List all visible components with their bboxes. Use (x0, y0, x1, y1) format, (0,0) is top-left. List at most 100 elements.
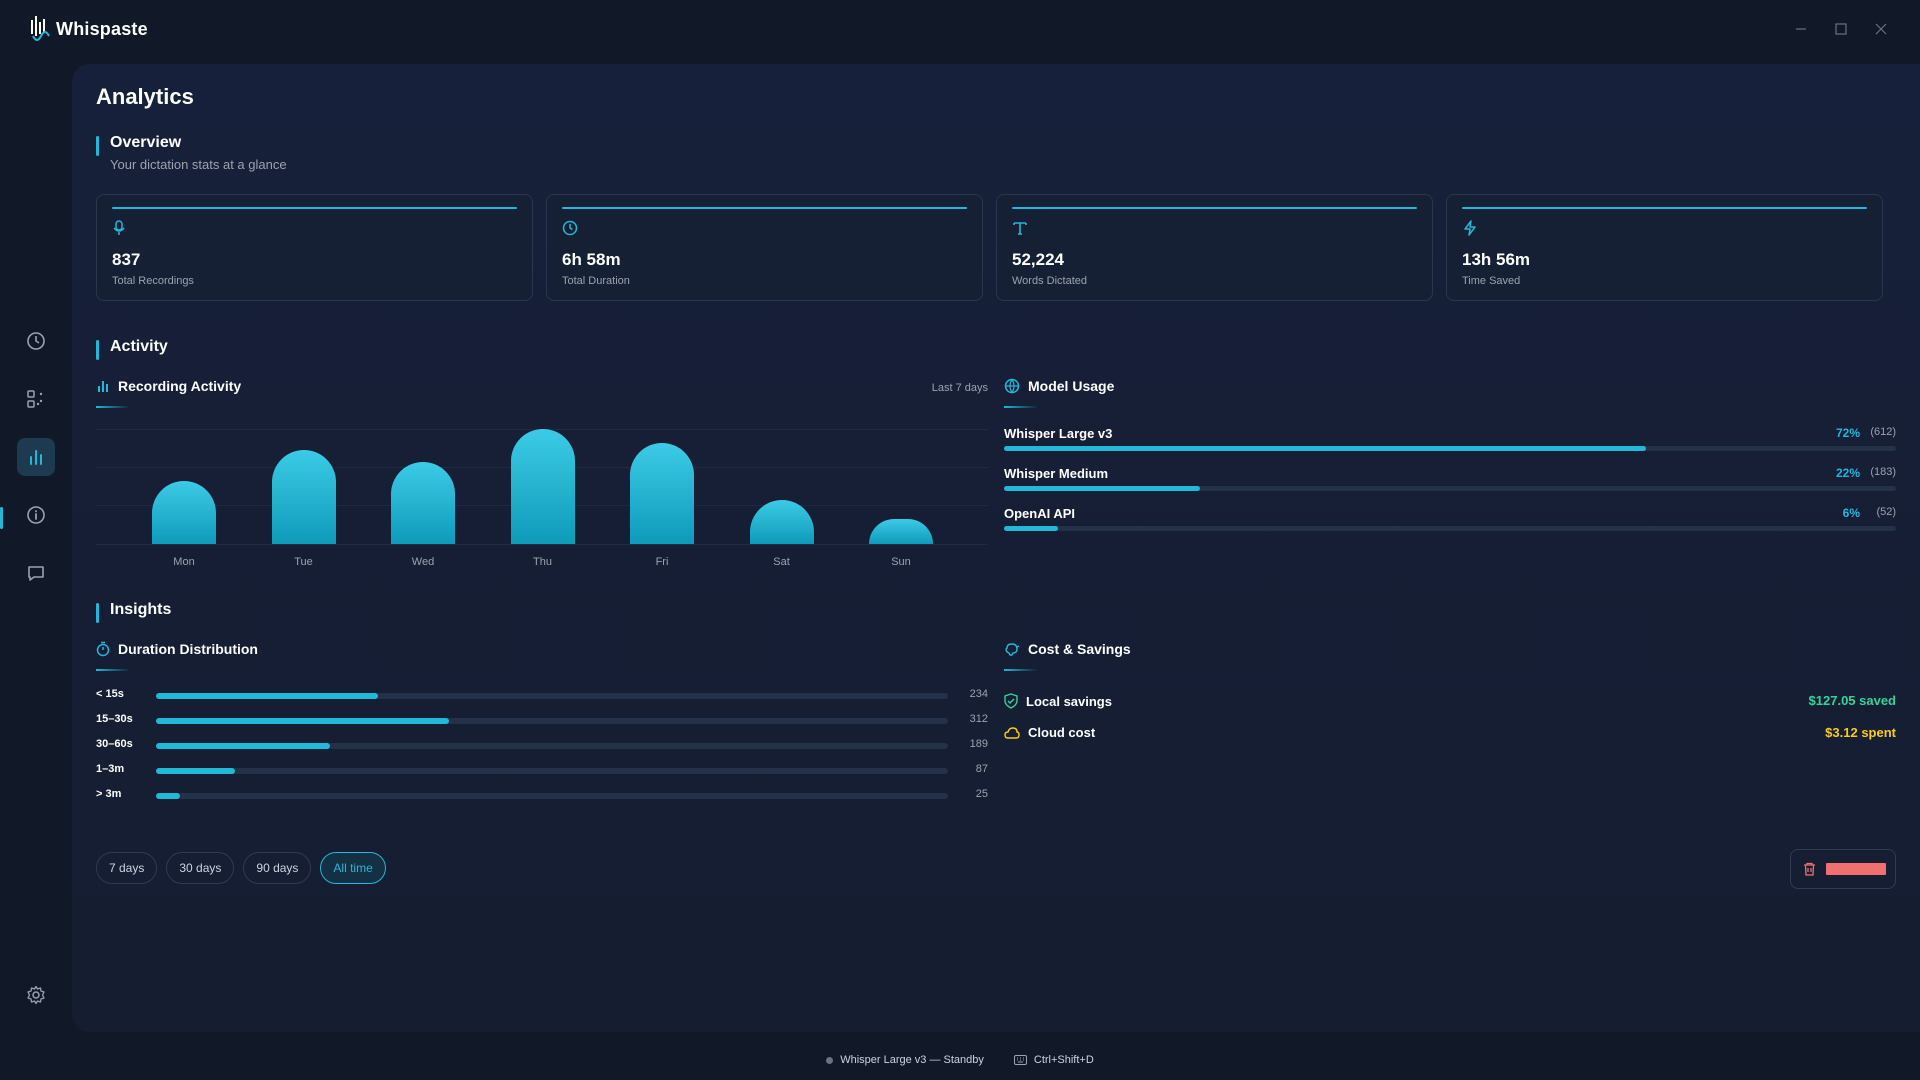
stat-label: Total Recordings (112, 275, 194, 287)
app-name: Whispaste (56, 18, 148, 39)
app-logo: Whispaste (30, 14, 148, 44)
close-button[interactable] (1872, 20, 1890, 38)
clock-icon (562, 220, 578, 236)
stat-value: 837 (112, 250, 141, 269)
stat-card-time-saved: 13h 56m Time Saved (1446, 194, 1883, 301)
range-selector: 7 days 30 days 90 days All time (96, 852, 386, 884)
model-status-text: Whisper Large v3 — Standby (840, 1054, 984, 1066)
globe-icon (1004, 378, 1020, 394)
status-dot (826, 1056, 834, 1064)
keyboard-icon (1013, 1055, 1027, 1065)
chart-bar (630, 442, 694, 544)
stat-value: 6h 58m (562, 250, 621, 269)
range-90-days-button[interactable]: 90 days (243, 852, 312, 884)
title-bar: Whispaste (0, 0, 1920, 60)
model-row: Whisper Large v3 72% (612) (1004, 426, 1896, 451)
duration-row: 15–30s 312 (96, 713, 988, 725)
grid-icon (27, 390, 43, 408)
main-panel: Analytics Overview Your dictation stats … (72, 64, 1920, 1032)
overview-section-header: Overview Your dictation stats at a glanc… (96, 134, 287, 172)
chat-icon (28, 566, 44, 581)
piggy-bank-icon (1005, 643, 1020, 656)
info-icon (27, 506, 45, 524)
range-30-days-button[interactable]: 30 days (166, 852, 235, 884)
nav-analytics[interactable] (17, 438, 55, 476)
recording-range-label: Last 7 days (931, 382, 988, 394)
model-row: OpenAI API 6% (52) (1004, 506, 1896, 531)
chart-x-tick-label: Sat (773, 556, 790, 568)
shortcut-hint: Ctrl+Shift+D (1013, 1054, 1094, 1066)
maximize-button[interactable] (1832, 20, 1850, 38)
chart-bar (152, 480, 216, 544)
model-usage-title: Model Usage (1004, 378, 1114, 394)
stat-value: 52,224 (1012, 250, 1064, 269)
duration-fill (156, 693, 378, 699)
insights-title: Insights (110, 601, 172, 618)
nav-settings[interactable] (17, 976, 55, 1014)
nav-snippets[interactable] (17, 380, 55, 418)
stat-label: Time Saved (1462, 275, 1521, 287)
duration-fill (156, 768, 236, 774)
lightning-icon (1464, 220, 1476, 236)
activity-title: Activity (110, 338, 168, 355)
chart-bar (391, 462, 455, 544)
insights-section-header: Insights (96, 601, 172, 623)
local-savings-row: Local savings $127.05 saved (1004, 693, 1896, 709)
chart-x-tick-label: Wed (411, 556, 435, 568)
cloud-icon (1004, 726, 1020, 739)
clock-icon (27, 332, 45, 350)
waveform-logo-icon (31, 16, 50, 41)
chart-x-tick-label: Thu (533, 556, 552, 568)
shield-check-icon (1004, 693, 1018, 709)
nav-feedback[interactable] (17, 554, 55, 592)
text-icon (1013, 222, 1027, 235)
stat-card-recordings: 837 Total Recordings (96, 194, 533, 301)
chart-x-tick-label: Mon (173, 556, 195, 568)
duration-fill (156, 743, 331, 749)
overview-title: Overview (110, 134, 182, 151)
model-status: Whisper Large v3 — Standby (826, 1054, 984, 1066)
duration-row: 30–60s 189 (96, 738, 988, 750)
stat-card-words: 52,224 Words Dictated (996, 194, 1433, 301)
model-fill (1004, 486, 1201, 491)
stat-card-duration: 6h 58m Total Duration (546, 194, 983, 301)
recording-activity-title: Recording Activity (96, 378, 241, 394)
gear-icon (27, 985, 45, 1005)
chart-bar (271, 449, 336, 544)
status-bar: Whisper Large v3 — Standby Ctrl+Shift+D (0, 1040, 1920, 1080)
cloud-cost-value: $3.12 spent (1825, 725, 1896, 740)
clear-data-button[interactable] (1790, 849, 1896, 889)
model-row: Whisper Medium 22% (183) (1004, 466, 1896, 491)
cloud-cost-label: Cloud cost (1028, 725, 1096, 740)
chart-x-tick-label: Tue (294, 556, 313, 568)
duration-row: < 15s 234 (96, 688, 988, 700)
recording-activity-chart: Mon Tue Wed Thu Fri Sat Sun (96, 429, 988, 579)
range-7-days-button[interactable]: 7 days (96, 852, 158, 884)
cloud-cost-row: Cloud cost $3.12 spent (1004, 725, 1896, 740)
shortcut-text: Ctrl+Shift+D (1033, 1054, 1094, 1066)
nav-info[interactable] (17, 496, 55, 534)
nav-active-indicator (0, 507, 3, 529)
chart-bar (749, 500, 814, 544)
stat-label: Words Dictated (1012, 275, 1087, 287)
trash-icon (1804, 862, 1815, 876)
duration-distribution-title: Duration Distribution (96, 641, 258, 657)
chart-x-tick-label: Sun (891, 556, 911, 568)
stat-value: 13h 56m (1462, 250, 1531, 269)
sidebar (0, 60, 72, 1030)
clear-label-redacted (1826, 863, 1886, 875)
bar-chart-icon (98, 381, 108, 392)
range-all-time-button[interactable]: All time (320, 852, 386, 884)
duration-fill (156, 793, 180, 799)
chart-bar (510, 429, 575, 544)
bar-chart-icon (30, 450, 42, 465)
model-fill (1004, 446, 1647, 451)
model-fill (1004, 526, 1058, 531)
minimize-button[interactable] (1792, 20, 1810, 38)
minimize-icon (1796, 28, 1806, 30)
duration-fill (156, 718, 450, 724)
stopwatch-icon (96, 641, 110, 657)
nav-history[interactable] (17, 322, 55, 360)
page-title: Analytics (96, 84, 194, 109)
cost-savings-title: Cost & Savings (1004, 641, 1131, 657)
